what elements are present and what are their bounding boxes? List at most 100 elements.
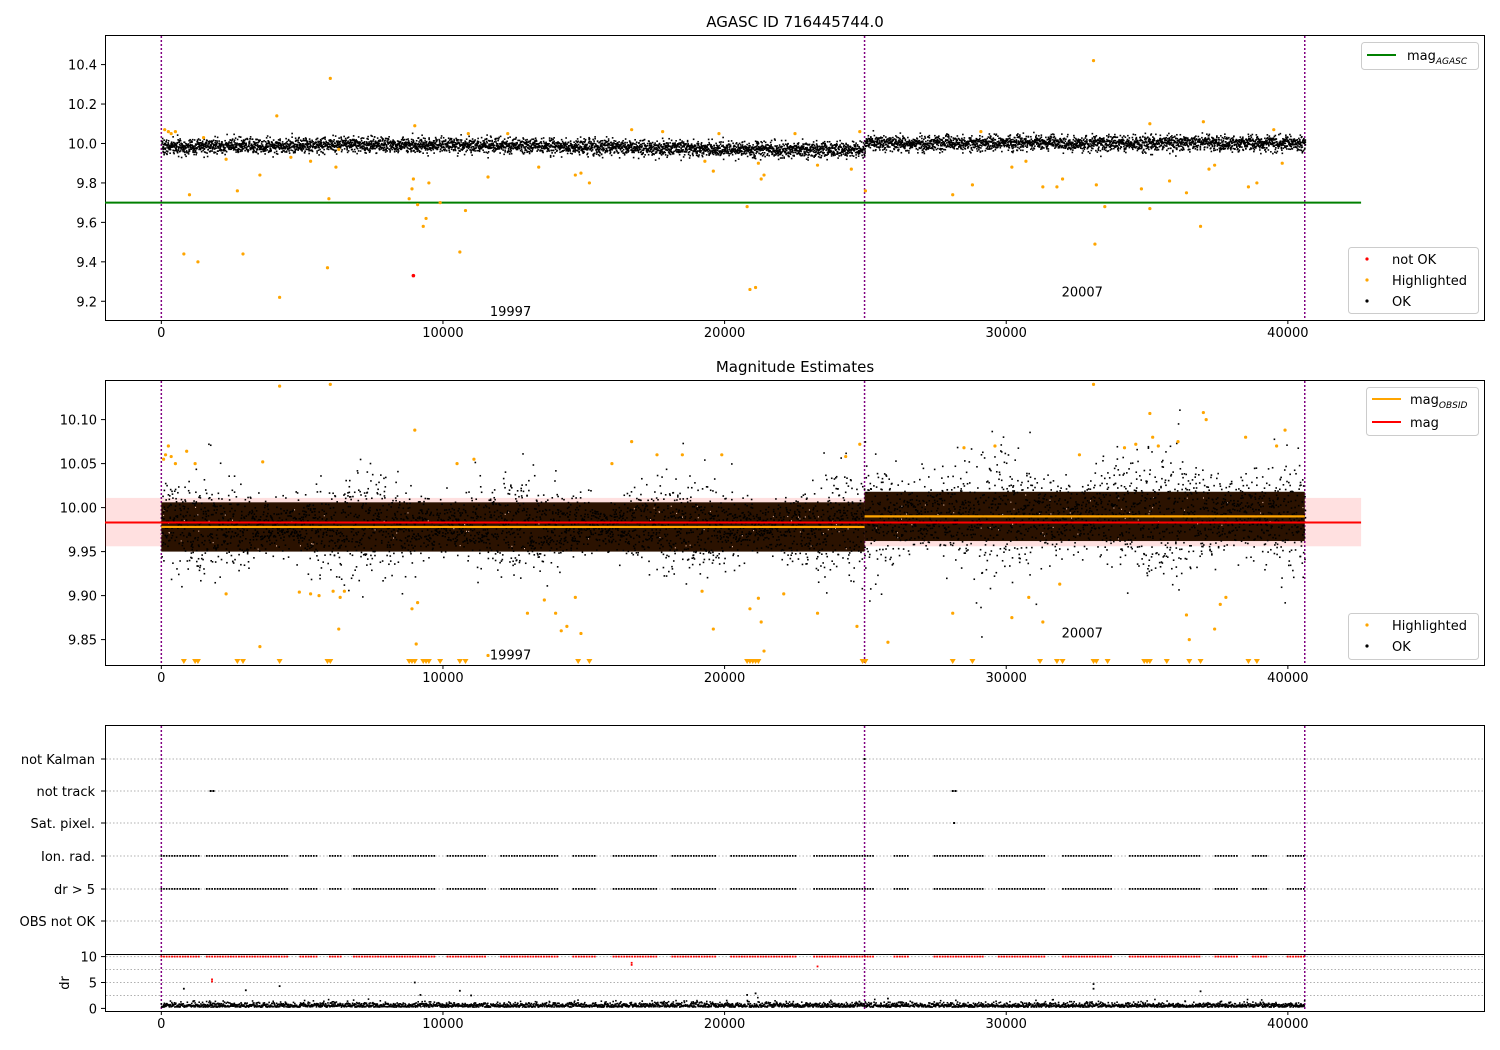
flag-mark-3-264	[1072, 855, 1075, 857]
flag-mark-3-127	[575, 855, 577, 857]
p1-highlighted-point-78	[1272, 128, 1276, 132]
legend-highlighted-marker	[1365, 278, 1369, 282]
p1-highlighted-point-31	[463, 208, 468, 213]
flag-mark-3-70	[385, 855, 387, 857]
flag-mark-4-161	[695, 888, 698, 890]
p1-ytick-label-6: 10.4	[68, 59, 97, 74]
p1-highlighted-point-59	[1024, 159, 1028, 163]
flag-mark-3-109	[513, 855, 516, 857]
legend-highlighted-label-2: Highlighted	[1392, 619, 1467, 634]
flag-mark-3-111	[519, 855, 521, 857]
flag-mark-3-234	[963, 855, 965, 857]
flag-mark-3-105	[502, 855, 505, 857]
flag-mark-4-164	[703, 888, 706, 890]
flag-mark-3-74	[395, 855, 398, 857]
flag-mark-4-177	[751, 888, 754, 890]
flag-mark-4-185	[773, 888, 775, 890]
flag-mark-4-12	[192, 888, 195, 890]
p1-highlighted-point-65	[1094, 183, 1098, 187]
flag-mark-3-284	[1142, 855, 1145, 857]
flag-mark-4-82	[417, 888, 419, 890]
flag-mark-4-265	[1075, 888, 1078, 890]
flag-mark-3-26	[235, 855, 238, 857]
dr-cap-point-254	[1029, 955, 1032, 958]
flag-mark-3-154	[676, 855, 679, 857]
flag-mark-3-213	[864, 855, 866, 857]
legend-mag-obsid-subscript: OBSID	[1439, 401, 1468, 411]
flag-mark-4-296	[1174, 888, 1177, 890]
flag-mark-3-303	[1193, 855, 1195, 857]
flag-mark-4-250	[1019, 888, 1021, 890]
p2-highlighted-point-42	[759, 620, 763, 624]
dr-cap-point-256	[1035, 955, 1038, 958]
flag-mark-4-162	[698, 888, 700, 890]
dr-cap-point-92	[454, 955, 457, 958]
dr-cap-point-89	[446, 955, 449, 958]
dr-cap-point-39	[270, 955, 272, 958]
flag-mark-4-32	[251, 888, 254, 890]
flag-mark-4-228	[947, 888, 949, 890]
p2-offscale-marker-40	[1245, 659, 1252, 664]
p1-highlighted-point-46	[753, 285, 758, 290]
flag-mark-3-45	[286, 855, 288, 857]
flag-mark-3-196	[818, 855, 821, 857]
dr-cap-point-98	[470, 955, 473, 958]
p1-highlighted-point-10	[241, 252, 245, 256]
flag-mark-3-61	[361, 855, 363, 857]
flag-mark-3-126	[572, 855, 575, 857]
flag-mark-4-245	[1005, 888, 1008, 890]
legend-highlighted-label: Highlighted	[1392, 274, 1467, 289]
flag-mark-4-115	[529, 888, 532, 890]
flag-mark-4-143	[634, 888, 636, 890]
p1-highlighted-point-63	[1091, 59, 1096, 63]
dr-cap-point-290	[1158, 955, 1161, 958]
flag-mark-3-141	[628, 855, 631, 857]
p2-xtick-label-3: 30000	[986, 671, 1027, 686]
flag-mark-4-278	[1110, 888, 1112, 890]
flag-mark-3-137	[618, 855, 620, 857]
dr-cap-point-77	[403, 955, 406, 958]
p2-offscale-marker-26	[949, 659, 956, 664]
flag-mark-3-270	[1088, 855, 1091, 857]
p1-highlighted-point-55	[951, 193, 955, 197]
dr-cap-point-193	[794, 955, 797, 958]
dr-cap-point-94	[460, 955, 462, 958]
flag-mark-4-30	[246, 888, 248, 890]
dr-cap-point-31	[248, 955, 251, 958]
flag-mark-4-255	[1032, 888, 1035, 890]
dr-cap-point-40	[272, 955, 275, 958]
p2-highlighted-point-5	[185, 449, 189, 453]
p2-highlighted-point-9	[261, 460, 265, 464]
flag-mark-4-321	[1286, 888, 1289, 890]
p2-highlighted-point-3	[169, 454, 173, 459]
p2-offscale-marker-5	[276, 659, 283, 664]
dr-cap-point-209	[853, 955, 856, 958]
p2-highlighted-point-45	[815, 611, 820, 615]
p1-highlighted-point-64	[1093, 242, 1097, 246]
flag-mark-4-188	[781, 888, 783, 890]
flag-mark-4-23	[227, 888, 230, 890]
dr-high-point-9	[630, 963, 633, 966]
p2-highlighted-point-4	[173, 462, 178, 466]
flag-mark-4-93	[457, 888, 460, 890]
flag-mark-4-298	[1179, 888, 1182, 890]
flag-mark-4-257	[1038, 888, 1040, 890]
p2-highlighted-point-32	[579, 631, 583, 636]
p1-highlighted-point-16	[325, 266, 330, 270]
dr-cap-point-51	[312, 955, 315, 958]
dr-cap-point-147	[644, 955, 647, 958]
flag-mark-3-209	[853, 855, 856, 857]
flag-mark-4-62	[363, 888, 366, 890]
flag-mark-4-111	[519, 888, 521, 890]
dr-cap-point-277	[1107, 955, 1110, 958]
dr-cap-point-220	[901, 955, 904, 958]
dr-cap-point-232	[957, 955, 960, 958]
p1-highlighted-point-26	[421, 224, 425, 228]
flag-mark-4-0	[160, 888, 163, 890]
flag-mark-3-215	[869, 855, 872, 857]
flag-mark-4-40	[272, 888, 275, 890]
dr-cap-point-223	[933, 955, 936, 958]
flag-mark-3-242	[997, 855, 1000, 857]
flag-mark-3-4	[171, 855, 173, 857]
dr-cap-point-9	[184, 955, 187, 958]
